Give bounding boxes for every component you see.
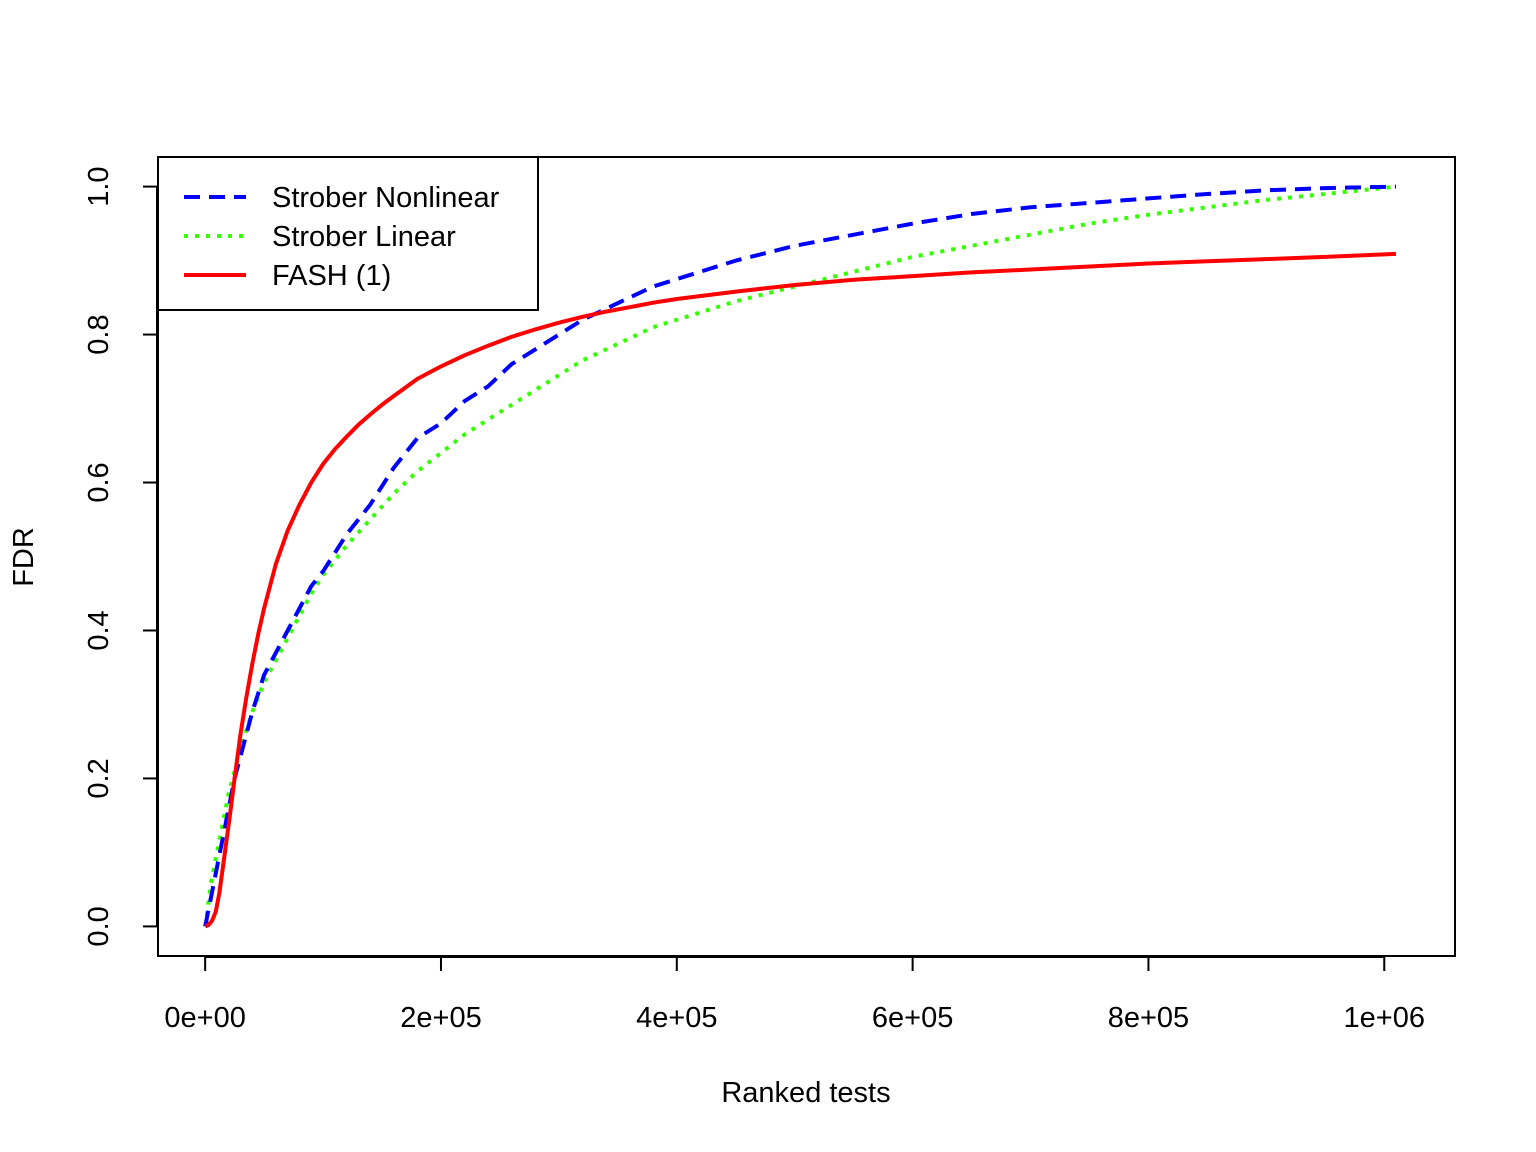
x-tick-label: 0e+00 xyxy=(164,1002,245,1034)
legend: Strober Nonlinear Strober Linear FASH (1) xyxy=(157,156,539,311)
series-line-strober-nonlinear xyxy=(203,184,1397,927)
legend-label: Strober Nonlinear xyxy=(272,182,500,214)
x-tick-label: 8e+05 xyxy=(1108,1002,1189,1034)
plot-area xyxy=(203,184,1397,929)
y-tick-label: 0.4 xyxy=(83,610,115,650)
y-axis-label: FDR xyxy=(8,527,40,587)
y-tick-label: 0.2 xyxy=(83,758,115,798)
y-tick-label: 0.0 xyxy=(83,906,115,946)
x-axis-label: Ranked tests xyxy=(721,1077,890,1109)
x-tick-label: 4e+05 xyxy=(636,1002,717,1034)
x-tick-label: 1e+06 xyxy=(1344,1002,1425,1034)
y-tick-label: 1.0 xyxy=(83,166,115,206)
x-tick-label: 6e+05 xyxy=(872,1002,953,1034)
legend-box xyxy=(157,156,539,311)
x-tick-label: 2e+05 xyxy=(400,1002,481,1034)
legend-label: Strober Linear xyxy=(272,221,456,253)
y-tick-label: 0.6 xyxy=(83,462,115,502)
legend-label: FASH (1) xyxy=(272,260,391,292)
series-line-fash-1 xyxy=(204,251,1397,929)
y-tick-label: 0.8 xyxy=(83,314,115,354)
